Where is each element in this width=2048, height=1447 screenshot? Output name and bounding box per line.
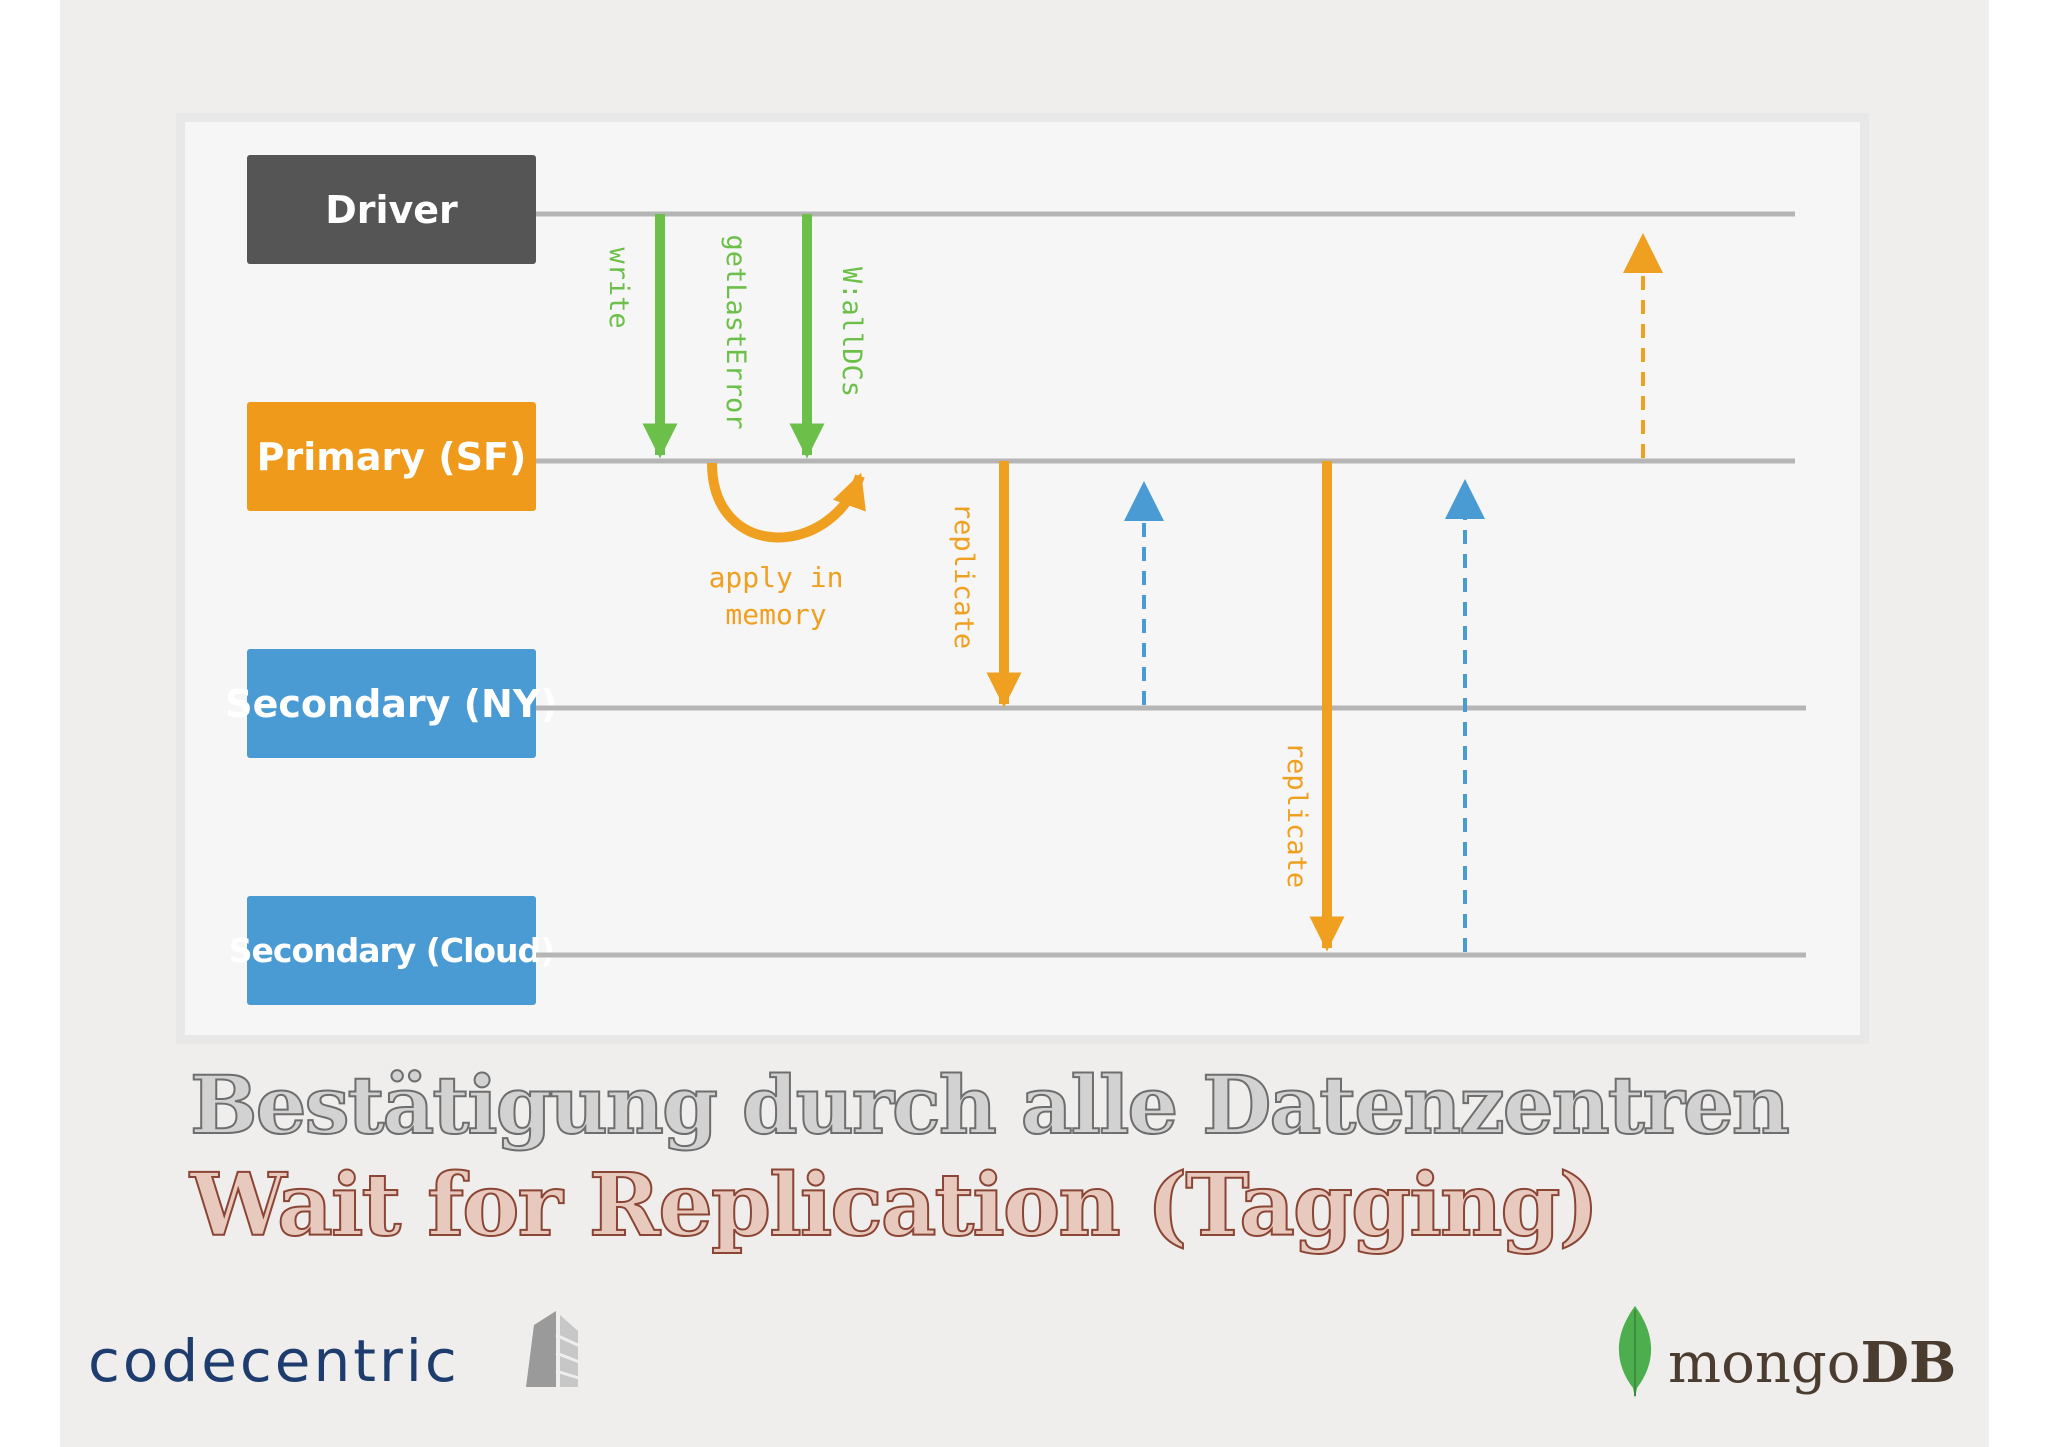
apply-in-memory-arrow: [707, 462, 866, 543]
codecentric-wordmark: codecentric: [88, 1327, 460, 1395]
mongodb-wordmark: mongoDB: [1668, 1330, 1956, 1396]
apply-label-line2: memory: [725, 598, 826, 631]
wall-label: W:allDCs: [836, 267, 867, 397]
mongodb-leaf-icon: [1618, 1306, 1652, 1398]
mongodb-wordmark-mongo: mongo: [1668, 1331, 1861, 1396]
write-label: write: [603, 247, 634, 328]
replicate-cloud-label: replicate: [1281, 742, 1312, 888]
actor-secondary-ny: Secondary (NY): [225, 649, 558, 758]
replicate-ny-label: replicate: [948, 503, 979, 649]
actor-primary: Primary (SF): [247, 402, 536, 511]
mongodb-wordmark-db: DB: [1860, 1330, 1957, 1396]
title-german: Bestätigung durch alle Datenzentren: [189, 1057, 1791, 1153]
title-english: Wait for Replication (Tagging): [189, 1154, 1600, 1257]
diagram-panel: [185, 122, 1860, 1035]
codecentric-logo: codecentric: [88, 1305, 588, 1405]
apply-label-line1: apply in: [709, 561, 844, 594]
getlasterror-label: getLastError: [720, 234, 751, 429]
actor-driver: Driver: [247, 155, 536, 264]
actor-secondary-cloud: Secondary (Cloud): [229, 896, 555, 1005]
codecentric-mark-icon: [526, 1311, 583, 1387]
mongodb-logo: mongoDB: [1610, 1300, 1956, 1410]
